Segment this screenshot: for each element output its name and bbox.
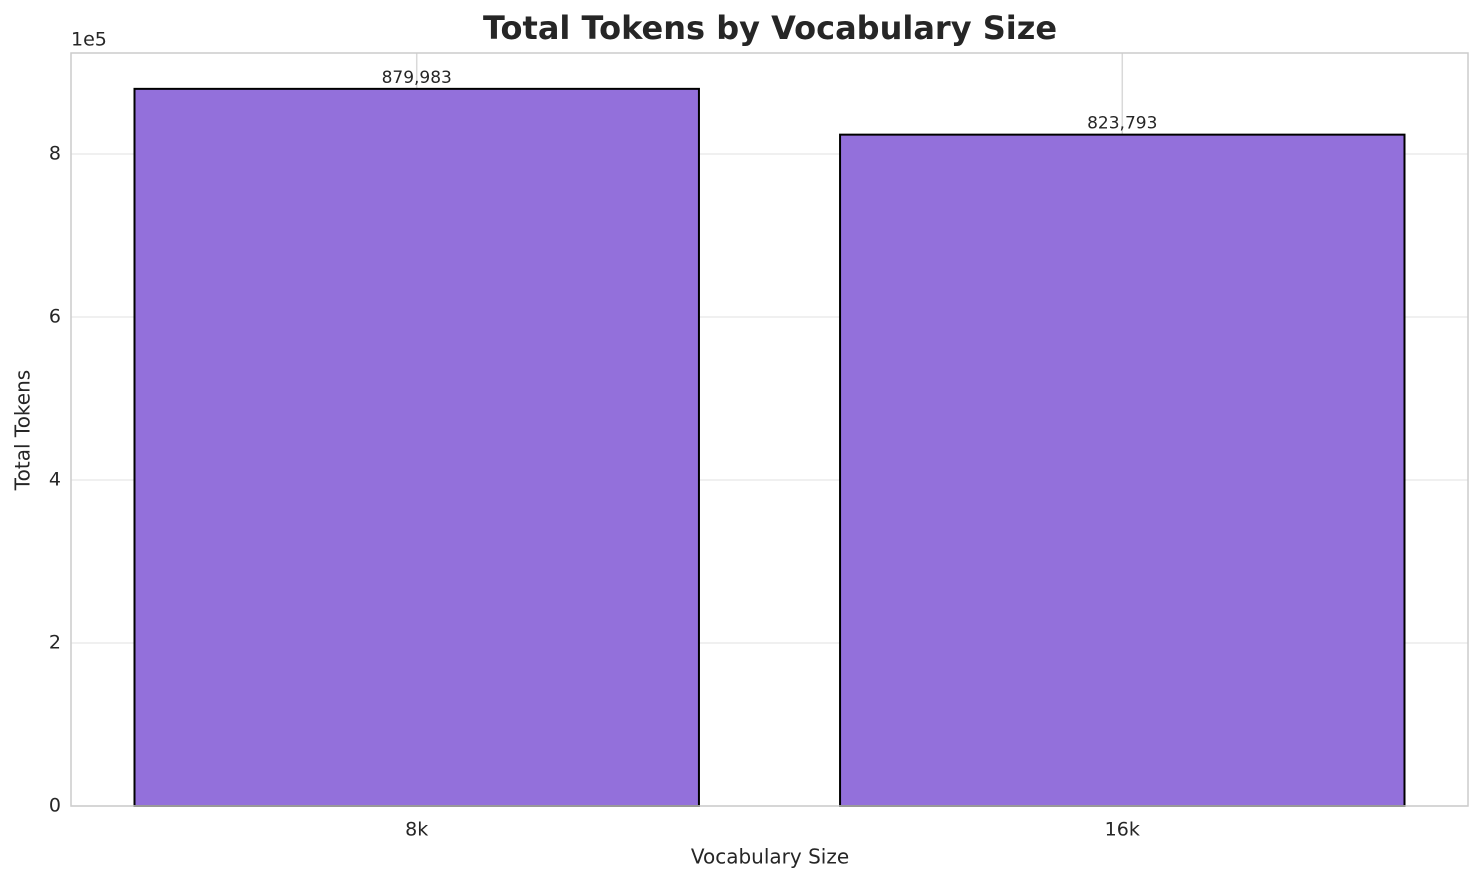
y-tick-label: 4	[49, 469, 61, 491]
y-offset-label: 1e5	[71, 29, 107, 51]
y-tick-label: 2	[49, 632, 61, 654]
axes-frame	[70, 52, 1469, 807]
bar	[839, 133, 1406, 808]
value-label: 823,793	[1087, 114, 1157, 134]
bar	[133, 87, 700, 807]
x-axis-label: Vocabulary Size	[691, 845, 849, 869]
y-tick-label: 6	[49, 306, 61, 328]
y-tick-label: 8	[49, 143, 61, 165]
value-label: 879,983	[382, 68, 452, 88]
x-tick-label: 16k	[1105, 819, 1140, 841]
chart-title: Total Tokens by Vocabulary Size	[483, 9, 1057, 47]
y-tick-label: 0	[49, 795, 61, 817]
x-tick-label: 8k	[405, 819, 428, 841]
y-axis-label: Total Tokens	[11, 370, 35, 491]
